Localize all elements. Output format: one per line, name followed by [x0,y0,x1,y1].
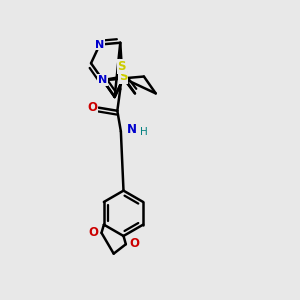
Text: O: O [129,237,139,250]
Text: N: N [127,123,137,136]
Text: H: H [140,127,147,137]
Text: O: O [88,226,98,238]
Text: S: S [118,60,126,73]
Text: N: N [95,40,104,50]
Text: S: S [119,70,128,83]
Text: O: O [87,100,97,114]
Text: N: N [98,75,107,85]
